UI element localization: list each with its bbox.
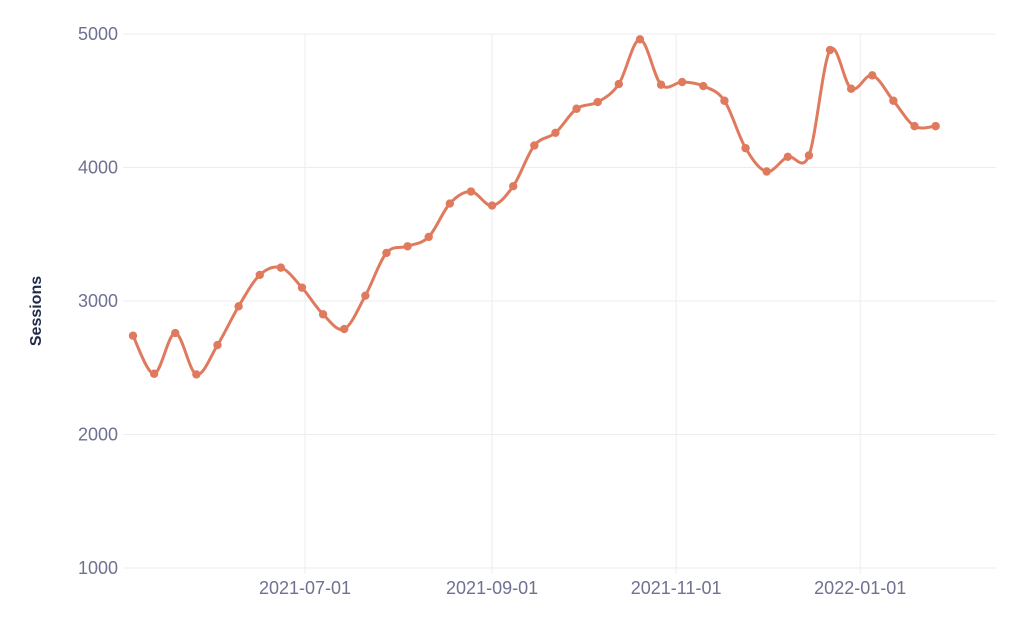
x-tick-label: 2021-07-01 <box>259 578 351 598</box>
data-point[interactable] <box>234 302 243 311</box>
data-point[interactable] <box>656 80 666 89</box>
data-point[interactable] <box>403 242 412 251</box>
data-point[interactable] <box>614 79 624 89</box>
data-point[interactable] <box>192 370 201 379</box>
data-point[interactable] <box>762 167 771 176</box>
data-point[interactable] <box>297 283 307 292</box>
data-point[interactable] <box>255 270 264 280</box>
data-point[interactable] <box>466 187 476 196</box>
y-tick-label: 2000 <box>78 425 118 445</box>
data-point[interactable] <box>318 310 328 319</box>
data-point[interactable] <box>910 121 919 131</box>
data-point[interactable] <box>593 97 602 107</box>
data-point[interactable] <box>889 96 898 105</box>
data-point[interactable] <box>213 340 222 350</box>
data-point[interactable] <box>128 331 138 340</box>
y-tick-label: 4000 <box>78 158 118 178</box>
y-axis-title: Sessions <box>28 276 45 346</box>
data-point[interactable] <box>171 328 180 338</box>
series-line <box>131 37 938 376</box>
data-point[interactable] <box>445 199 455 208</box>
series-layer <box>128 35 940 379</box>
data-point[interactable] <box>424 232 433 242</box>
data-point[interactable] <box>551 128 560 137</box>
data-point[interactable] <box>340 324 349 334</box>
data-point[interactable] <box>868 71 877 80</box>
data-point[interactable] <box>530 141 539 150</box>
data-point[interactable] <box>572 104 581 113</box>
axes: 1000 2000 3000 4000 5000 2021-07-01 2021-09-01… <box>78 24 906 598</box>
x-tick-label: 2022-01-01 <box>814 578 906 598</box>
data-point[interactable] <box>635 35 645 44</box>
data-point[interactable] <box>382 248 391 258</box>
data-point[interactable] <box>361 291 370 300</box>
data-point[interactable] <box>931 121 940 131</box>
data-point[interactable] <box>149 369 159 378</box>
data-point[interactable] <box>699 81 708 91</box>
grid <box>123 33 996 574</box>
data-point[interactable] <box>276 263 286 272</box>
x-tick-label: 2021-09-01 <box>446 578 538 598</box>
data-point[interactable] <box>509 181 518 191</box>
data-point[interactable] <box>487 201 497 210</box>
data-point[interactable] <box>846 84 856 93</box>
y-tick-label: 3000 <box>78 291 118 311</box>
data-point[interactable] <box>825 45 835 55</box>
y-tick-label: 1000 <box>78 558 118 578</box>
data-point[interactable] <box>741 143 750 153</box>
data-point[interactable] <box>783 152 792 162</box>
data-point[interactable] <box>677 77 687 87</box>
y-tick-label: 5000 <box>78 24 118 44</box>
x-tick-label: 2021-11-01 <box>631 578 722 598</box>
data-point[interactable] <box>720 96 729 105</box>
data-point[interactable] <box>804 151 814 160</box>
